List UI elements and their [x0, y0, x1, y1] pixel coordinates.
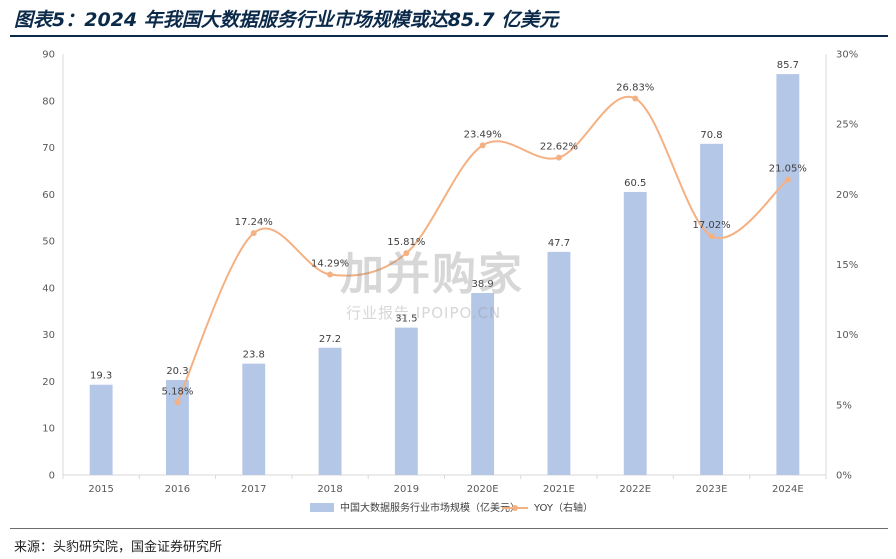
left-tick-label: 20 [42, 377, 55, 388]
bar-series [89, 74, 800, 475]
yoy-point-2021E [555, 154, 562, 161]
left-tick-label: 0 [49, 471, 55, 482]
yoy-point-2019 [403, 250, 410, 257]
bar-label-2017: 23.8 [243, 350, 265, 361]
line-series [174, 95, 791, 406]
bar-2019 [394, 327, 418, 475]
right-tick-label: 15% [836, 260, 858, 271]
bar-2020E [471, 293, 495, 475]
yoy-label-2016: 5.18% [162, 386, 194, 397]
bar-2023E [700, 143, 723, 475]
yoy-label-2017: 17.24% [235, 217, 273, 228]
yoy-label-2019: 15.81% [387, 237, 425, 248]
x-tick-label: 2024E [772, 484, 804, 495]
left-tick-label: 70 [42, 143, 55, 154]
bar-label-2024E: 85.7 [777, 60, 799, 71]
bar-2015 [89, 384, 113, 475]
right-tick-label: 25% [836, 120, 858, 131]
title-divider [10, 35, 888, 37]
right-tick-label: 30% [836, 50, 858, 61]
bar-2021E [547, 251, 571, 475]
bar-2018 [318, 347, 342, 475]
yoy-point-2016 [174, 399, 181, 406]
left-tick-label: 60 [42, 190, 55, 201]
left-tick-label: 50 [42, 237, 55, 248]
x-tick-label: 2022E [619, 484, 651, 495]
bar-2016 [166, 380, 189, 475]
yoy-point-2017 [250, 230, 257, 237]
bar-2022E [623, 191, 647, 475]
legend-bar-label: 中国大数据服务行业市场规模（亿美元） [340, 501, 520, 514]
right-tick-label: 20% [836, 190, 858, 201]
x-tick-label: 2023E [696, 484, 728, 495]
right-tick-label: 5% [836, 400, 852, 411]
x-tick-label: 2015 [88, 484, 113, 495]
x-axis: 2015 2016 2017 2018 2019 2020E 2021E 2022E 2023E… [62, 474, 827, 495]
x-tick-label: 2019 [394, 484, 419, 495]
left-tick-label: 80 [42, 96, 55, 107]
left-axis: 0 10 20 30 40 50 60 70 80 90 [42, 50, 64, 482]
yoy-label-2023E: 17.02% [692, 220, 730, 231]
line-labels: 5.18% 17.24% 14.29% 15.81% 23.49% 22.62% 26.83… [162, 82, 807, 397]
yoy-point-2022E [632, 95, 639, 102]
yoy-label-2020E: 23.49% [464, 129, 502, 140]
yoy-point-2023E [708, 233, 715, 240]
x-tick-label: 2018 [317, 484, 342, 495]
yoy-label-2018: 14.29% [311, 258, 349, 269]
source-divider [10, 528, 888, 529]
bar-label-2022E: 60.5 [624, 178, 646, 189]
legend-line-label: YOY（右轴） [533, 501, 593, 514]
left-tick-label: 90 [42, 50, 55, 61]
left-tick-label: 30 [42, 330, 55, 341]
bar-2017 [242, 363, 266, 475]
yoy-point-2024E [784, 176, 791, 183]
left-tick-label: 10 [42, 424, 55, 435]
bar-labels: 19.3 20.3 23.8 27.2 31.5 38.9 47.7 60.5 70.8 85.7 [90, 60, 799, 382]
x-tick-label: 2020E [467, 484, 499, 495]
bar-label-2016: 20.3 [166, 366, 188, 377]
left-tick-label: 40 [42, 283, 55, 294]
bar-label-2018: 27.2 [319, 334, 341, 345]
bar-label-2015: 19.3 [90, 371, 112, 382]
yoy-label-2024E: 21.05% [769, 164, 807, 175]
bar-label-2023E: 70.8 [700, 130, 722, 141]
yoy-point-2020E [479, 142, 486, 149]
right-tick-label: 10% [836, 330, 858, 341]
legend: 中国大数据服务行业市场规模（亿美元） YOY（右轴） [310, 501, 593, 514]
legend-bar-swatch [310, 503, 334, 512]
yoy-label-2021E: 22.62% [540, 142, 578, 153]
bar-label-2020E: 38.9 [472, 279, 494, 290]
x-tick-label: 2021E [543, 484, 575, 495]
right-tick-label: 0% [836, 471, 852, 482]
right-axis: 0% 5% 10% 15% 20% 25% 30% [825, 50, 858, 482]
x-tick-label: 2016 [165, 484, 190, 495]
legend-line-marker [512, 505, 518, 511]
yoy-point-2018 [327, 271, 334, 278]
chart-title: 图表5：2024 年我国大数据服务行业市场规模或达85.7 亿美元 [14, 9, 559, 31]
yoy-label-2022E: 26.83% [616, 82, 654, 93]
x-tick-label: 2017 [241, 484, 266, 495]
bar-label-2019: 31.5 [395, 314, 417, 325]
bar-2024E [776, 74, 800, 475]
bar-label-2021E: 47.7 [548, 238, 570, 249]
source-note: 来源：头豹研究院，国金证券研究所 [14, 540, 223, 555]
